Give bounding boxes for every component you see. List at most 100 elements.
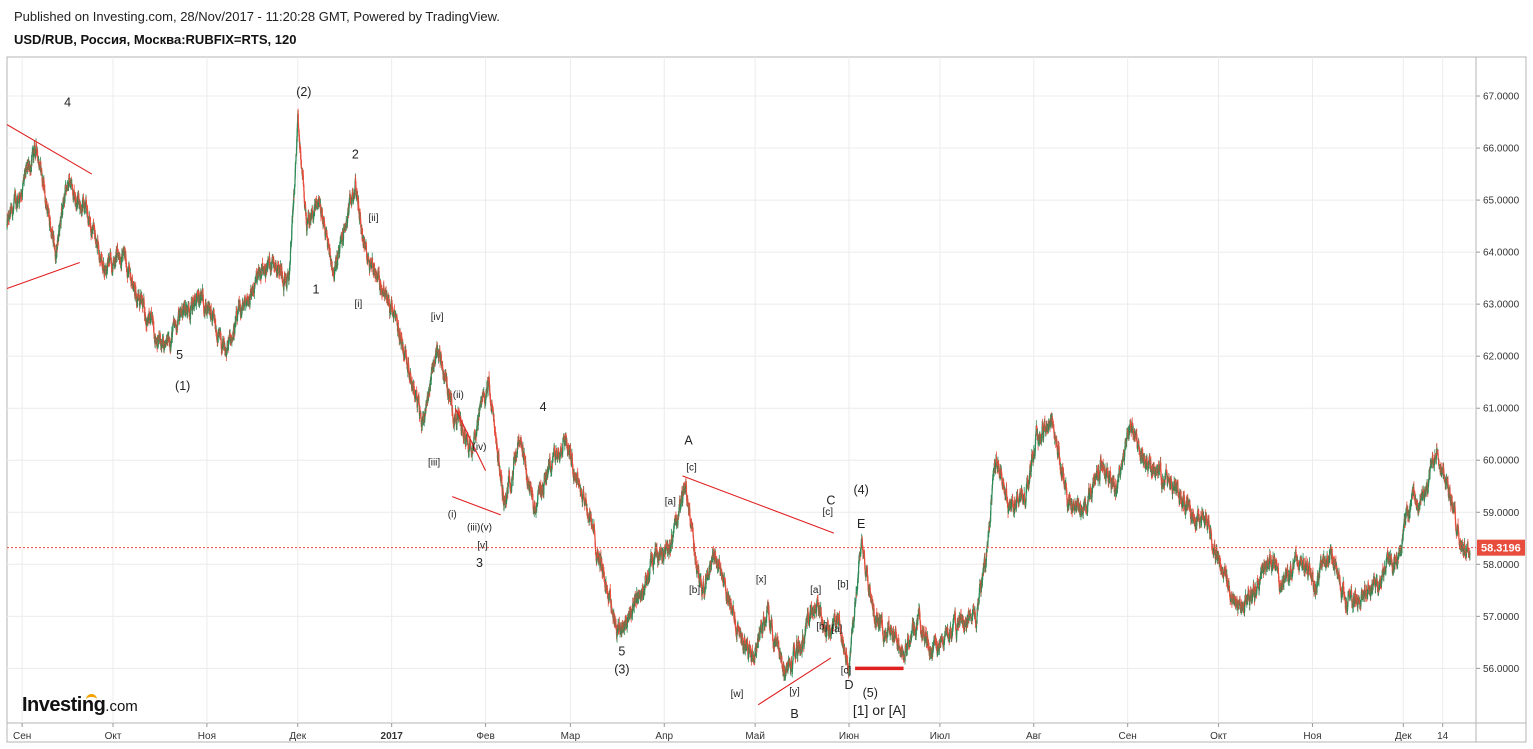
candle-body bbox=[20, 193, 22, 196]
candle-body bbox=[162, 339, 165, 348]
candle-body bbox=[341, 237, 343, 243]
candle-body bbox=[337, 250, 340, 254]
candle-body bbox=[408, 366, 410, 373]
candle-body bbox=[365, 245, 368, 252]
candle-body bbox=[472, 445, 475, 450]
candle-body bbox=[534, 508, 536, 512]
candle-body bbox=[552, 456, 554, 463]
candle-body bbox=[546, 475, 548, 481]
candle-body bbox=[203, 307, 205, 312]
candle-body bbox=[399, 332, 401, 339]
candle-body bbox=[136, 300, 139, 307]
candle-body bbox=[577, 472, 579, 478]
candle-body bbox=[296, 139, 298, 148]
candle-body bbox=[548, 464, 550, 468]
candle-body bbox=[378, 271, 380, 278]
candle-body bbox=[358, 207, 360, 214]
candle-body bbox=[404, 346, 406, 354]
candle-body bbox=[222, 343, 224, 345]
candle-body bbox=[14, 195, 17, 202]
candle-body bbox=[216, 334, 218, 340]
candle-body bbox=[23, 174, 26, 180]
candle-body bbox=[267, 262, 269, 266]
candle-body bbox=[570, 449, 572, 456]
candle-body bbox=[353, 192, 355, 200]
candle-body bbox=[507, 486, 509, 494]
candle-body bbox=[476, 428, 478, 435]
candle-body bbox=[462, 433, 464, 439]
candle-body bbox=[135, 293, 137, 299]
candle-body bbox=[71, 184, 73, 190]
candle-body bbox=[302, 175, 304, 185]
candle-body bbox=[347, 212, 349, 217]
candle-body bbox=[339, 247, 341, 254]
candle-body bbox=[271, 262, 273, 270]
candle-body bbox=[601, 563, 603, 569]
candle-body bbox=[371, 257, 374, 265]
candle-body bbox=[43, 181, 45, 189]
candle-body bbox=[234, 327, 236, 331]
candle-body bbox=[296, 127, 298, 137]
candle-body bbox=[327, 239, 330, 244]
candle-body bbox=[604, 578, 606, 585]
candle-body bbox=[149, 318, 151, 324]
candle-body bbox=[596, 552, 598, 554]
candle-body bbox=[72, 195, 74, 200]
candle-body bbox=[615, 623, 617, 630]
candle-body bbox=[292, 209, 294, 218]
candle-body bbox=[431, 368, 433, 374]
candle-body bbox=[291, 229, 293, 241]
candle-body bbox=[419, 412, 421, 416]
candle-body bbox=[593, 525, 595, 530]
candle-body bbox=[307, 220, 309, 223]
candle-body bbox=[280, 266, 282, 273]
candle-body bbox=[356, 194, 359, 200]
candle-body bbox=[118, 255, 120, 258]
candle-body bbox=[369, 263, 371, 267]
candle-body bbox=[288, 273, 290, 280]
candle-body bbox=[600, 555, 602, 563]
candle-body bbox=[531, 496, 533, 498]
candle-body bbox=[35, 143, 37, 146]
candle-body bbox=[204, 305, 206, 311]
candle-body bbox=[196, 291, 199, 299]
candle-body bbox=[73, 189, 75, 195]
candle-body bbox=[297, 113, 299, 124]
candle-body bbox=[54, 251, 56, 256]
candle-body bbox=[511, 478, 513, 487]
candle-body bbox=[430, 372, 432, 381]
candle-body bbox=[606, 590, 609, 595]
candle-body bbox=[306, 223, 308, 231]
candle-body bbox=[120, 257, 123, 266]
candle-body bbox=[286, 277, 288, 283]
candle-body bbox=[85, 201, 87, 206]
candle-body bbox=[135, 291, 137, 294]
candle-body bbox=[85, 203, 88, 208]
candle-body bbox=[428, 387, 430, 394]
candle-body bbox=[498, 453, 500, 463]
candle-body bbox=[337, 257, 339, 266]
candle-body bbox=[440, 356, 442, 364]
candle-body bbox=[547, 472, 549, 476]
candle-body bbox=[36, 150, 39, 157]
candle-body bbox=[198, 294, 200, 298]
candle-body bbox=[150, 314, 152, 318]
candle-body bbox=[348, 202, 350, 207]
candle-body bbox=[381, 293, 383, 296]
candle-body bbox=[590, 517, 592, 524]
candle-body bbox=[300, 160, 302, 169]
candle-body bbox=[81, 209, 83, 216]
candle-body bbox=[516, 447, 518, 454]
candle-body bbox=[9, 210, 12, 214]
candle-body bbox=[22, 183, 24, 187]
candle-body bbox=[329, 247, 331, 254]
candle-body bbox=[281, 267, 283, 274]
candle-body bbox=[420, 412, 422, 419]
candle-body bbox=[46, 210, 48, 214]
candle-body bbox=[373, 265, 376, 270]
candle-body bbox=[405, 354, 407, 360]
candle-body bbox=[66, 187, 68, 191]
candle-body bbox=[553, 446, 556, 452]
candle-body bbox=[528, 481, 530, 485]
